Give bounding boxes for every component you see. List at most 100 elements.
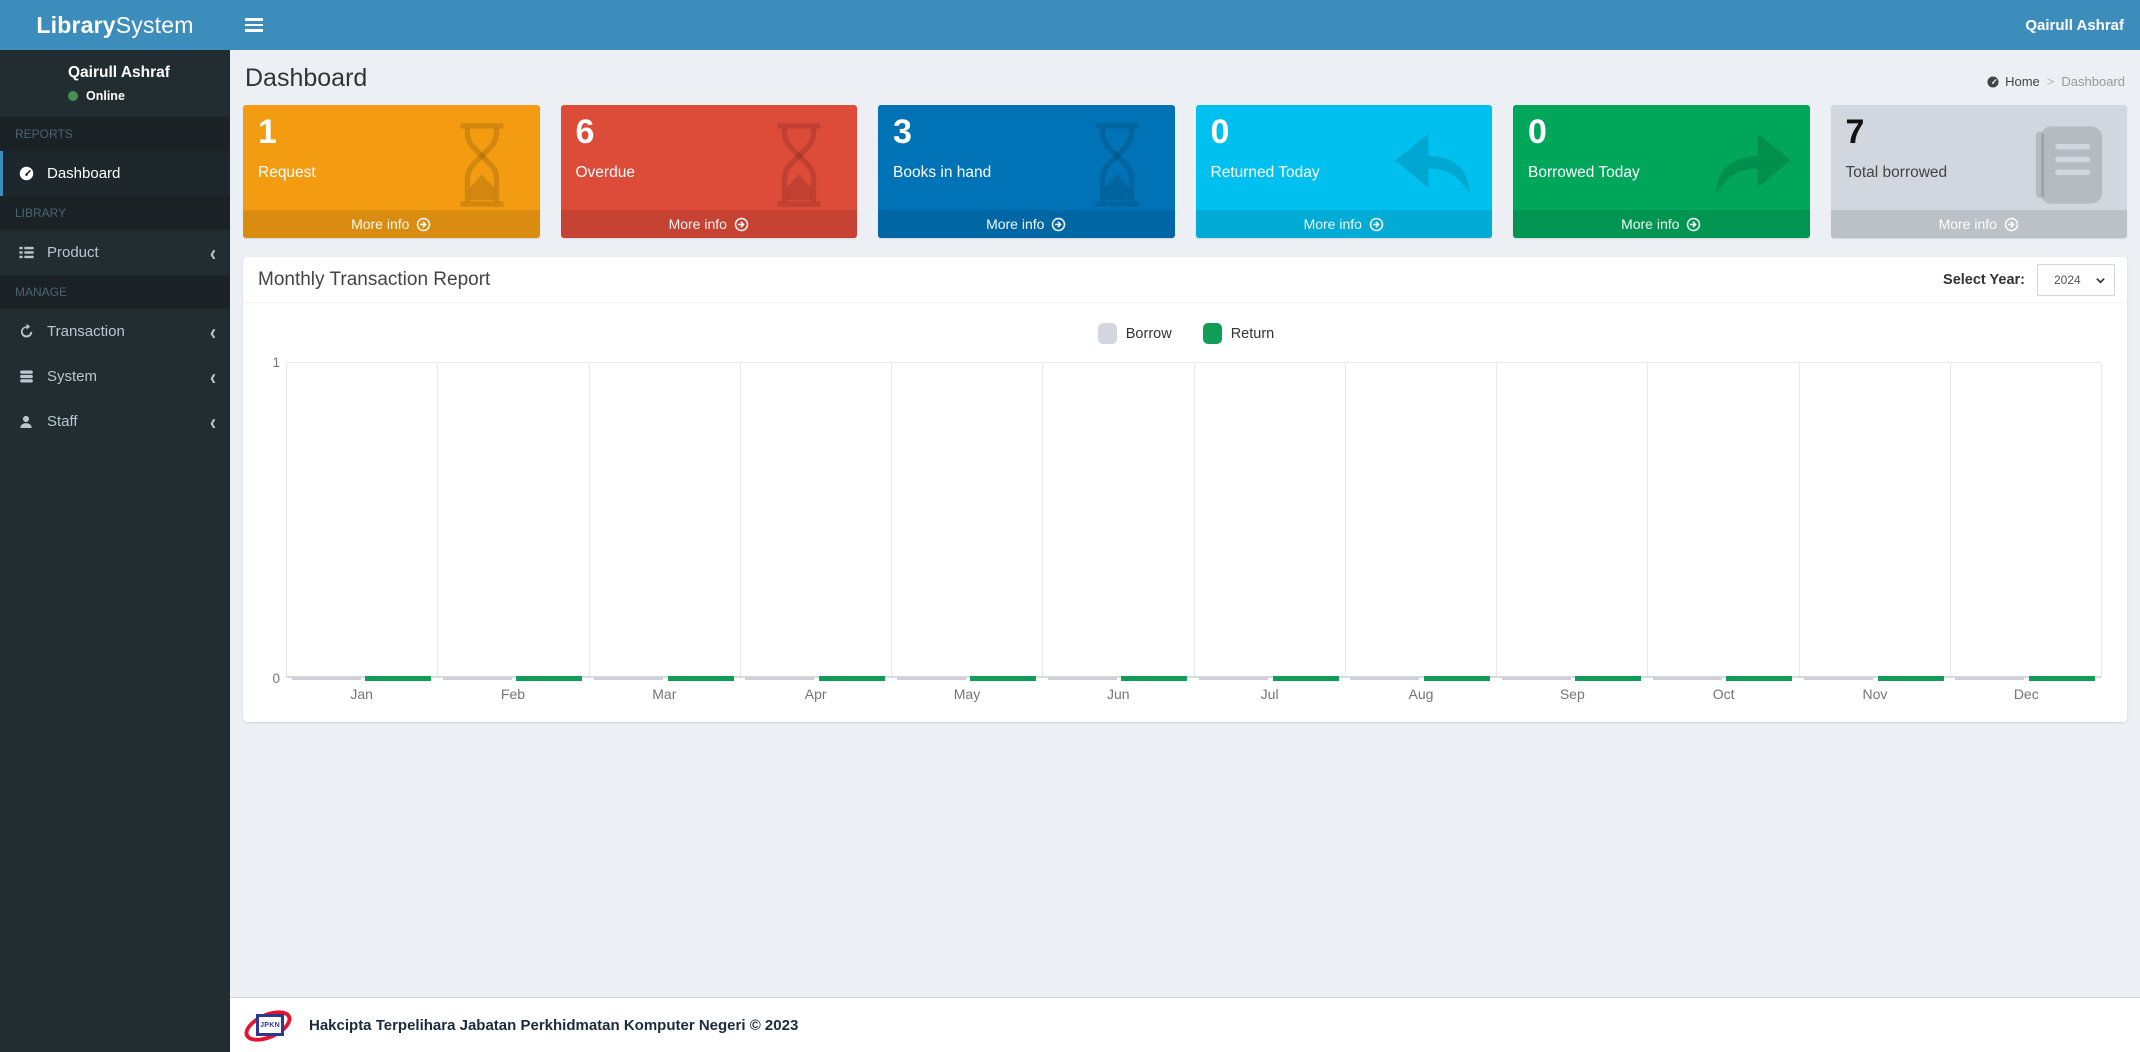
chart-baseline xyxy=(286,676,2101,678)
request-count: 1 xyxy=(258,113,277,151)
month-slot-nov xyxy=(1798,363,1950,681)
sidebar: Qairull Ashraf Online REPORTS Dashboard … xyxy=(0,50,230,1052)
request-more-info-link[interactable]: More info xyxy=(243,210,540,238)
info-box-borrowed-today: 0 Borrowed Today More info xyxy=(1513,105,1810,238)
gauge-icon xyxy=(1987,75,1999,88)
reply-arrow-icon xyxy=(1388,119,1480,211)
year-select-wrap: 2024 xyxy=(2037,264,2115,296)
card-title: Monthly Transaction Report xyxy=(258,269,491,290)
borrow-bar xyxy=(1047,677,1117,680)
total-borrowed-more-info-link[interactable]: More info xyxy=(1830,210,2127,238)
gauge-icon xyxy=(15,165,37,182)
x-label: Sep xyxy=(1559,686,1585,702)
select-year-label: Select Year: xyxy=(1943,272,2025,288)
x-label: Mar xyxy=(652,686,677,702)
return-bar xyxy=(365,676,432,681)
sidebar-item-system[interactable]: System ‹ xyxy=(0,354,230,399)
month-slot-jul xyxy=(1193,363,1345,681)
returned-today-more-info-link[interactable]: More info xyxy=(1195,210,1492,238)
sidebar-item-label: Staff xyxy=(47,413,78,430)
x-label: Aug xyxy=(1408,686,1434,702)
return-bar xyxy=(1726,676,1793,681)
info-box-overdue: 6 Overdue More info xyxy=(560,105,857,238)
user-icon xyxy=(15,414,37,430)
card-header: Monthly Transaction Report Select Year: … xyxy=(243,257,2127,303)
refresh-icon xyxy=(15,323,37,340)
sidebar-item-staff[interactable]: Staff ‹ xyxy=(0,399,230,444)
borrowed-today-more-info-link[interactable]: More info xyxy=(1513,210,1810,238)
return-bar xyxy=(2028,676,2095,681)
arrow-circle-right-icon xyxy=(2004,217,2019,231)
month-slot-may xyxy=(891,363,1042,681)
navbar-user-menu[interactable]: Qairull Ashraf xyxy=(2009,0,2140,50)
chart-legend: Borrow Return xyxy=(258,323,2114,344)
sidebar-item-label: Product xyxy=(47,244,99,261)
sidebar-section-library: LIBRARY xyxy=(0,196,230,230)
books-in-hand-label: Books in hand xyxy=(893,163,992,181)
books-in-hand-count: 3 xyxy=(893,113,912,151)
x-label: Dec xyxy=(2013,686,2039,702)
x-label: Jul xyxy=(1260,686,1279,702)
x-label: Jan xyxy=(350,686,373,702)
sidebar-user-panel: Qairull Ashraf Online xyxy=(0,50,230,117)
sidebar-toggle-button[interactable] xyxy=(230,0,278,50)
breadcrumb-home-label: Home xyxy=(2005,74,2040,89)
borrowed-today-count: 0 xyxy=(1528,113,1547,151)
books-in-hand-more-info-link[interactable]: More info xyxy=(878,210,1175,238)
brand-bold: Library xyxy=(36,12,116,38)
x-label: Feb xyxy=(500,686,526,702)
breadcrumb-home-link[interactable]: Home xyxy=(1986,74,2040,89)
total-borrowed-label: Total borrowed xyxy=(1845,163,1948,181)
month-slot-jan xyxy=(286,363,437,681)
info-box-books-in-hand: 3 Books in hand More info xyxy=(878,105,1175,238)
month-slot-sep xyxy=(1496,363,1647,681)
chart-body: Borrow Return 1 0 xyxy=(243,303,2127,722)
top-navbar: LibrarySystem Qairull Ashraf xyxy=(0,0,2140,50)
x-label: Jun xyxy=(1107,686,1130,702)
borrow-bar xyxy=(896,677,966,680)
request-label: Request xyxy=(258,163,316,181)
month-slot-dec xyxy=(1949,363,2101,681)
arrow-circle-right-icon xyxy=(734,217,749,231)
sidebar-item-transaction[interactable]: Transaction ‹ xyxy=(0,309,230,354)
x-label: Apr xyxy=(804,686,827,702)
info-box-returned-today: 0 Returned Today More info xyxy=(1195,105,1492,238)
year-select[interactable]: 2024 xyxy=(2038,265,2114,295)
arrow-circle-right-icon xyxy=(1369,217,1384,231)
jpkn-logo-icon: JPKN xyxy=(239,1003,297,1049)
overdue-count: 6 xyxy=(575,113,595,151)
month-slot-apr xyxy=(739,363,891,681)
page-footer: JPKN Hakcipta Terpelihara Jabatan Perkhi… xyxy=(230,997,2140,1052)
online-status-label: Online xyxy=(86,89,125,103)
return-legend-label: Return xyxy=(1230,325,1275,342)
borrow-bar xyxy=(442,677,512,680)
return-bar xyxy=(1877,676,1944,681)
borrow-bar xyxy=(1350,677,1420,680)
page-title: Dashboard xyxy=(245,64,368,92)
y-axis-tick-1: 1 xyxy=(272,355,280,370)
sidebar-item-dashboard[interactable]: Dashboard xyxy=(0,151,230,196)
overdue-more-info-link[interactable]: More info xyxy=(560,210,857,238)
return-bar xyxy=(516,676,583,681)
y-axis-tick-0: 0 xyxy=(272,671,280,686)
return-bar xyxy=(1423,676,1490,681)
jpkn-logo-text: JPKN xyxy=(260,1021,280,1029)
sidebar-section-manage: MANAGE xyxy=(0,275,230,309)
monthly-transaction-card: Monthly Transaction Report Select Year: … xyxy=(243,257,2127,722)
info-box-row: 1 Request More info 6 Overdue xyxy=(243,105,2127,238)
month-slot-oct xyxy=(1647,363,1798,681)
borrow-bar xyxy=(1199,677,1269,680)
month-slot-feb xyxy=(437,363,588,681)
hourglass-icon xyxy=(436,119,528,211)
return-legend-swatch-icon xyxy=(1202,323,1222,344)
brand-rest: System xyxy=(115,12,194,38)
info-box-total-borrowed: 7 Total borrowed More info xyxy=(1830,105,2127,238)
brand-logo[interactable]: LibrarySystem xyxy=(0,0,230,50)
borrow-bar xyxy=(745,677,815,680)
content-area: Dashboard Home > Dashboard 1 Request xyxy=(230,50,2140,997)
share-arrow-icon xyxy=(1706,119,1798,211)
borrow-bar xyxy=(1501,677,1571,680)
sidebar-item-product[interactable]: Product ‹ xyxy=(0,230,230,275)
chevron-left-icon: ‹ xyxy=(210,240,216,265)
return-bar xyxy=(818,676,885,681)
